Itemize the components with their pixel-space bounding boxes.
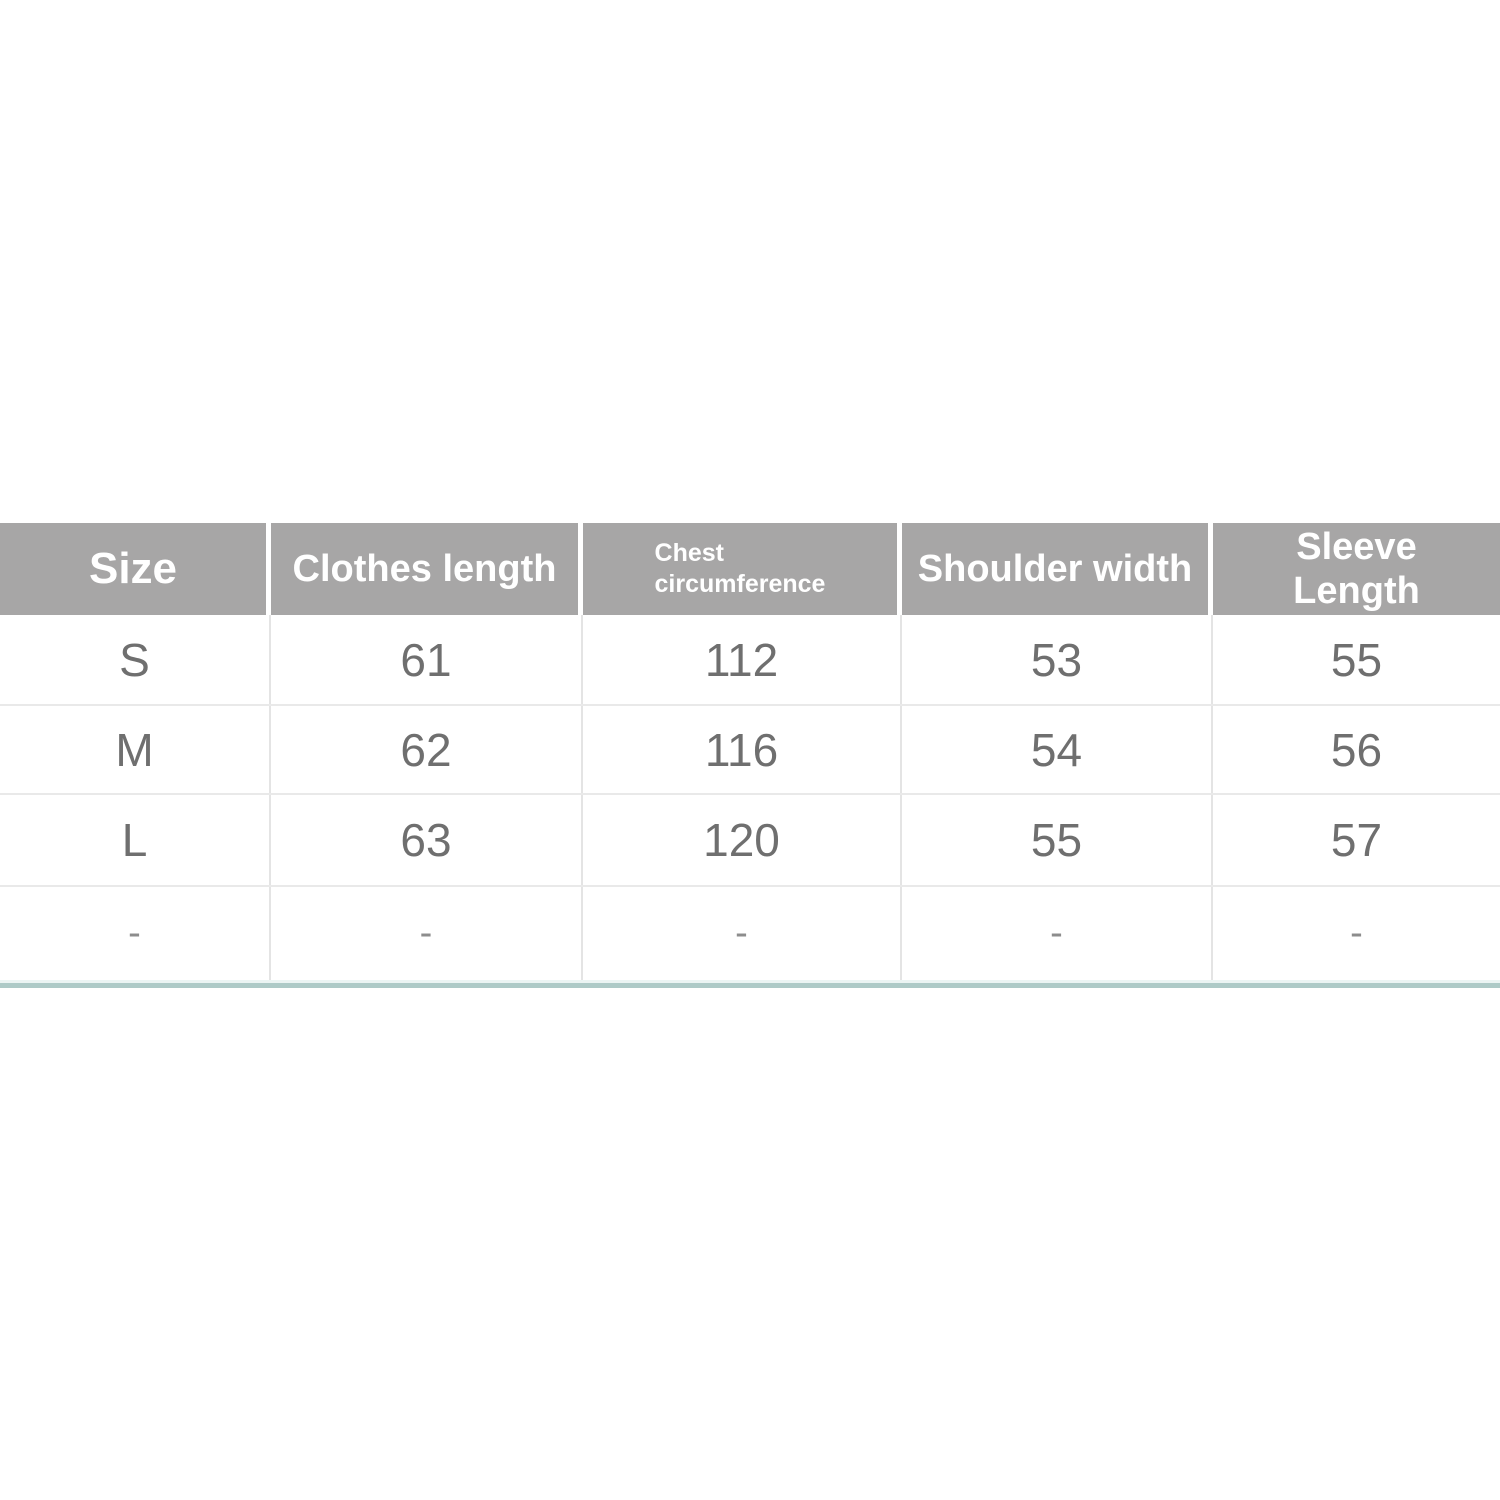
size-cell: L [0,795,271,885]
sleeve-length-cell: - [1350,912,1363,954]
column-header-clothes-length: Clothes length [271,523,583,615]
column-header-label: Shoulder width [917,547,1193,590]
bottom-accent-line [0,980,1500,988]
column-header-sleeve-length: Sleeve Length [1213,523,1500,615]
column-header-label: Size [88,544,178,593]
size-cell: S [0,615,271,704]
size-cell: M [0,706,271,793]
column-header-label: Chest circumference [654,539,826,598]
clothes-length-cell: - [271,887,583,980]
sleeve-length-cell: 56 [1330,723,1383,776]
shoulder-width-cell: 54 [902,706,1213,793]
size-chart-table: Size Clothes length Chest circumference … [0,523,1500,988]
chest-circumference-cell: 116 [583,706,902,793]
column-header-label: Sleeve Length [1293,526,1420,612]
column-header-shoulder-width: Shoulder width [902,523,1213,615]
column-header-size: Size [0,523,271,615]
clothes-length-cell: 61 [271,615,583,704]
chest-circumference-cell: 120 [583,795,902,885]
sleeve-length-cell: 57 [1330,814,1383,866]
shoulder-width-cell: 53 [902,615,1213,704]
chest-circumference-cell: 112 [583,615,902,704]
sleeve-length-cell: 55 [1330,633,1383,686]
column-header-label: Clothes length [292,547,557,590]
table-header-row: Size Clothes length Chest circumference … [0,523,1500,615]
table-row-m: M 62 116 54 56 [0,704,1500,793]
clothes-length-cell: 63 [271,795,583,885]
chest-circumference-cell: - [583,887,902,980]
table-row-s: S 61 112 53 55 [0,615,1500,704]
shoulder-width-cell: - [902,887,1213,980]
table-row-l: L 63 120 55 57 [0,793,1500,885]
shoulder-width-cell: 55 [902,795,1213,885]
table-row-empty: - - - - - [0,885,1500,980]
clothes-length-cell: 62 [271,706,583,793]
size-cell: - [0,887,271,980]
column-header-chest-circumference: Chest circumference [583,523,902,615]
